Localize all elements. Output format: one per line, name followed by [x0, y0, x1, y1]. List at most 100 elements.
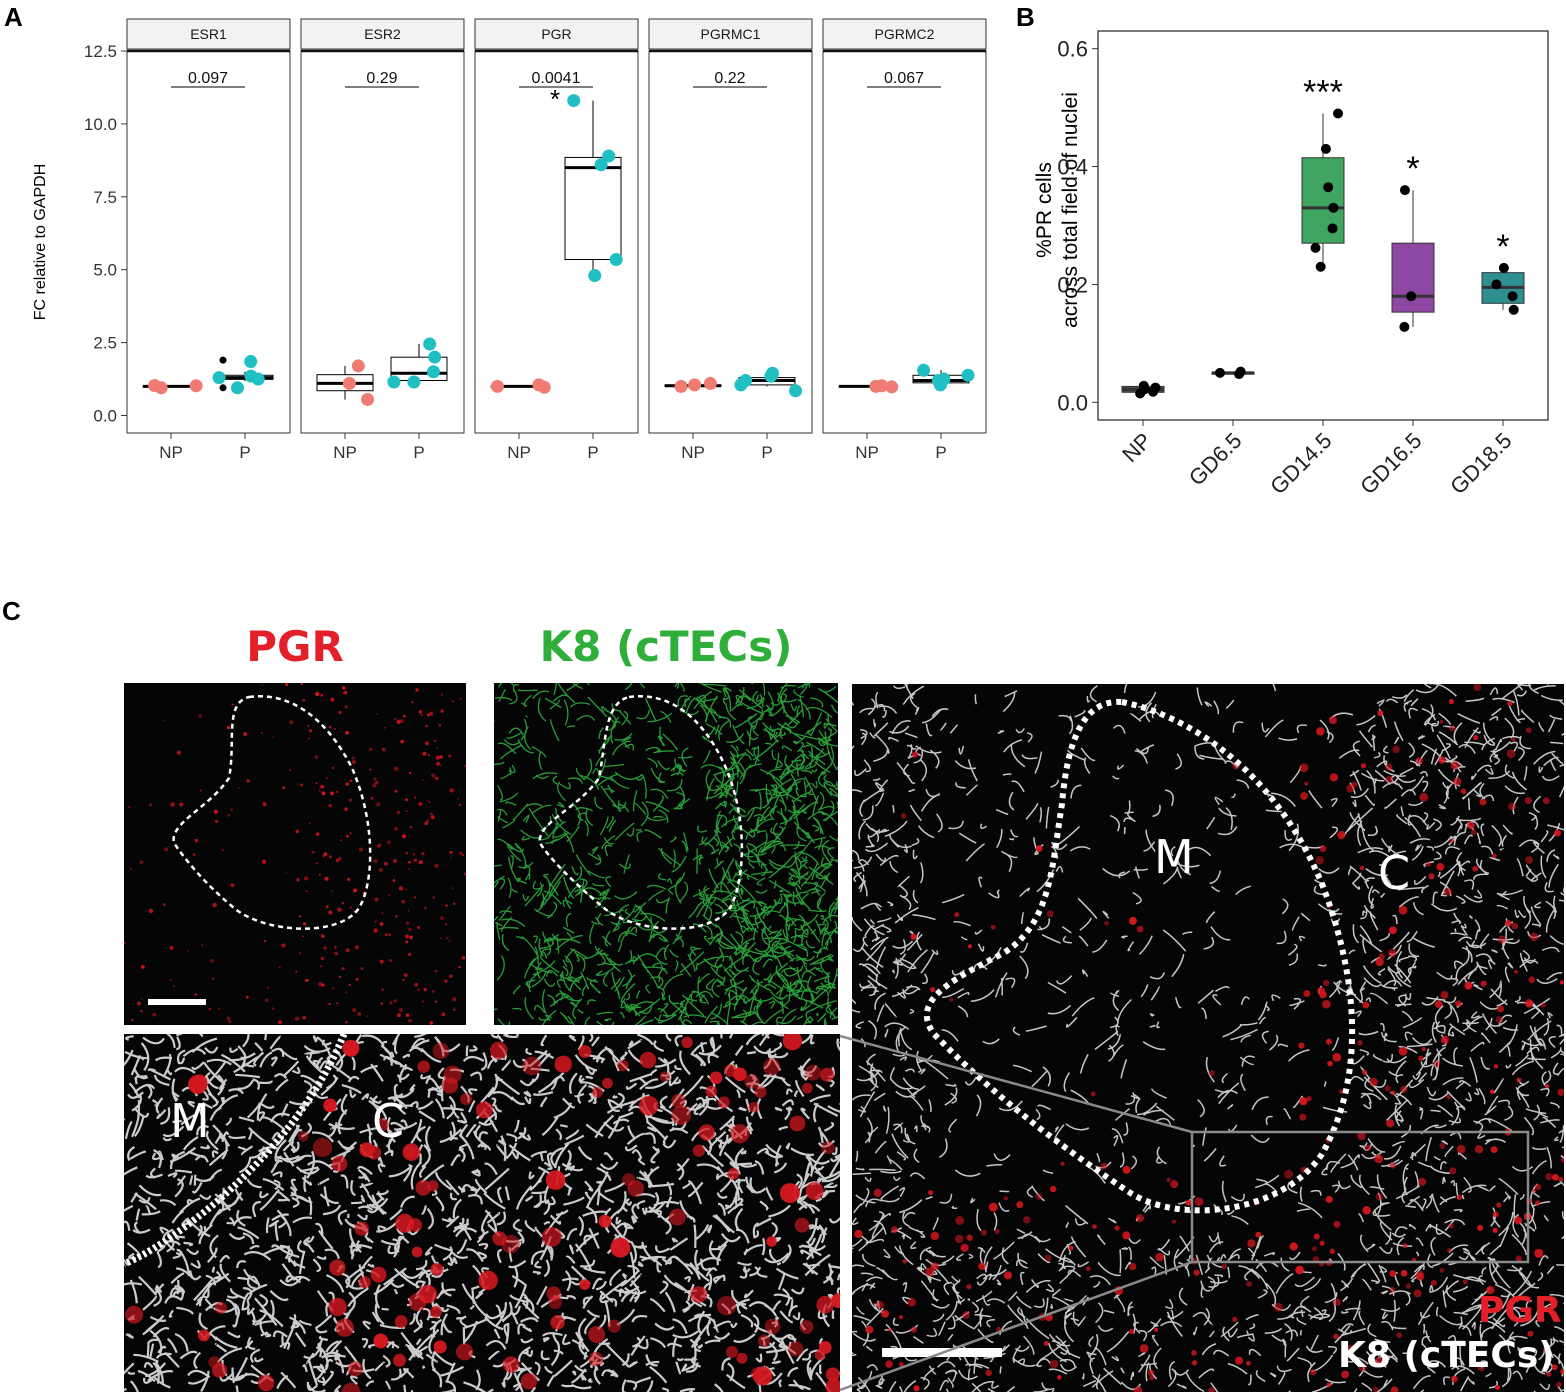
cell-speck	[379, 959, 384, 964]
cell-speck	[1306, 1096, 1312, 1102]
cell-speck	[394, 766, 399, 771]
cell-speck	[188, 1074, 208, 1095]
title-pgr: PGR	[246, 622, 344, 671]
cell-speck	[1493, 1064, 1499, 1069]
cell-speck	[438, 723, 442, 727]
cell-speck	[1351, 781, 1358, 788]
cell-speck	[1128, 1328, 1135, 1335]
cell-speck	[1315, 856, 1324, 865]
cell-speck	[579, 1279, 591, 1290]
cell-speck	[402, 978, 405, 982]
cell-speck	[424, 906, 427, 910]
cell-speck	[1477, 1224, 1484, 1231]
cell-speck	[1456, 1144, 1466, 1154]
cell-speck	[213, 809, 218, 814]
cell-speck	[262, 802, 267, 807]
cell-speck	[413, 858, 418, 862]
cell-speck	[1347, 1344, 1355, 1352]
cell-speck	[221, 849, 225, 852]
cell-speck	[314, 691, 320, 697]
cell-speck	[417, 988, 420, 992]
cell-speck	[1415, 757, 1424, 765]
cell-speck	[1046, 910, 1054, 918]
cell-speck	[228, 1020, 232, 1024]
cell-speck	[321, 934, 325, 938]
cell-speck	[338, 975, 342, 979]
cell-speck	[376, 802, 381, 807]
cell-speck	[398, 886, 403, 891]
cell-speck	[1385, 763, 1393, 771]
cell-speck	[329, 1259, 346, 1276]
cell-speck	[1523, 1212, 1532, 1221]
cell-speck	[373, 1333, 389, 1349]
cell-speck	[1540, 1002, 1546, 1008]
cell-speck	[1439, 1143, 1446, 1150]
cell-speck	[1114, 1286, 1124, 1296]
cell-speck	[246, 779, 250, 783]
cell-speck	[1035, 1193, 1043, 1200]
cell-speck	[331, 890, 334, 893]
panel-letter-a: A	[4, 2, 23, 32]
cell-speck	[820, 1067, 835, 1082]
cell-speck	[681, 1036, 693, 1049]
cell-speck	[1329, 1248, 1335, 1254]
cell-speck	[1104, 920, 1109, 926]
medulla-outline	[172, 695, 372, 930]
cell-speck	[227, 814, 231, 817]
cell-speck	[1327, 1060, 1333, 1067]
cell-speck	[990, 924, 996, 930]
cell-speck	[1309, 1369, 1317, 1376]
cell-speck	[1274, 1302, 1283, 1312]
cell-speck	[1332, 1052, 1342, 1062]
cell-speck	[910, 933, 917, 940]
cell-speck	[331, 766, 334, 770]
zoom-label-medulla: M	[170, 1094, 210, 1148]
cell-speck	[1528, 976, 1536, 984]
cell-speck	[1413, 1289, 1422, 1298]
cell-speck	[1318, 1261, 1325, 1267]
cell-speck	[214, 1301, 227, 1314]
data-point	[1315, 261, 1326, 272]
cell-speck	[431, 773, 436, 778]
x-tick-label: NP	[507, 443, 531, 462]
cell-speck	[1086, 1266, 1091, 1272]
y-tick-label: 0.6	[1057, 37, 1088, 62]
panel-letter-c: C	[2, 596, 21, 626]
y-tick-label: 2.5	[93, 334, 117, 353]
cell-speck	[326, 905, 329, 909]
cell-speck	[393, 999, 397, 1003]
cell-speck	[1313, 1233, 1320, 1240]
cell-speck	[1322, 979, 1330, 987]
cell-speck	[1515, 1255, 1522, 1262]
cell-speck	[448, 754, 452, 758]
cell-speck	[384, 933, 388, 936]
data-point	[875, 379, 889, 393]
cell-speck	[1527, 1330, 1534, 1337]
cell-speck	[1149, 1375, 1155, 1381]
cell-speck	[930, 986, 936, 993]
cell-speck	[1480, 980, 1487, 987]
data-point	[212, 371, 226, 385]
cell-speck	[948, 997, 954, 1002]
cell-speck	[1044, 1254, 1052, 1262]
cell-speck	[148, 803, 152, 807]
cell-speck	[430, 1305, 442, 1318]
data-point	[1399, 185, 1410, 196]
cell-speck	[271, 1007, 275, 1010]
cell-speck	[436, 761, 441, 766]
cell-speck	[354, 1221, 369, 1236]
cell-speck	[610, 1237, 631, 1258]
cell-speck	[402, 714, 406, 718]
cell-speck	[1416, 1272, 1425, 1281]
cell-speck	[321, 791, 326, 796]
cell-speck	[1128, 916, 1137, 925]
cell-speck	[352, 1008, 357, 1013]
cell-speck	[1455, 1000, 1462, 1007]
cell-speck	[449, 857, 452, 859]
x-tick-label: P	[413, 443, 424, 462]
cell-speck	[162, 903, 166, 907]
cell-speck	[907, 1298, 917, 1307]
cell-speck	[459, 851, 463, 856]
cell-speck	[401, 899, 406, 904]
cell-speck	[320, 694, 323, 697]
